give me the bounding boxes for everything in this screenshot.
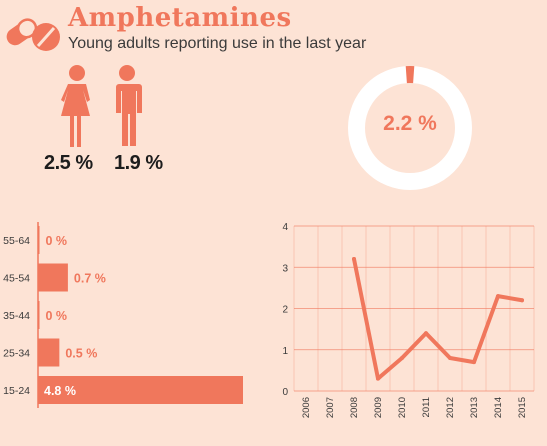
donut-slice-used: [405, 66, 415, 84]
data-point: [520, 298, 524, 303]
data-point: [352, 257, 356, 261]
bar-value-label: 0 %: [46, 234, 68, 248]
donut-center-label: 2.2 %: [383, 112, 437, 135]
data-point: [376, 376, 380, 381]
x-tick-label: 2015: [517, 397, 528, 418]
x-tick-label: 2012: [445, 397, 456, 418]
page-title: Amphetamines: [68, 3, 292, 33]
data-point: [448, 356, 452, 360]
bar: [38, 376, 243, 404]
data-point: [424, 331, 428, 336]
x-tick-label: 2010: [397, 397, 408, 418]
bar: [38, 263, 68, 292]
trend-line-chart: 0 1 2 3 4 2006 2007 2008 2009 2010 2011 2012 2013 201…: [282, 222, 535, 418]
bar: [38, 338, 60, 367]
donut-chart: [348, 66, 472, 190]
age-bar-chart: 55-64 0 % 45-54 0.7 % 35-44 0 % 25-34 0.5 % 15-2…: [3, 222, 243, 408]
bar-value-label: 0.5 %: [65, 347, 97, 361]
series-line: [352, 257, 524, 381]
y-tick-label: 1: [282, 346, 288, 357]
bar: [38, 226, 40, 254]
female-icon: [61, 65, 90, 147]
bar-category-label: 35-44: [3, 310, 30, 322]
data-point: [496, 294, 500, 299]
male-percentage: 1.9 %: [114, 152, 163, 174]
y-tick-label: 0: [282, 387, 288, 398]
x-tick-label: 2011: [421, 397, 432, 417]
pills-icon: [6, 18, 60, 51]
bar-value-label: 4.8 %: [44, 384, 76, 398]
y-tick-label: 2: [282, 305, 288, 316]
y-tick-label: 3: [282, 263, 288, 274]
data-point: [472, 360, 476, 365]
data-point: [400, 356, 404, 360]
bar-category-label: 15-24: [3, 385, 30, 397]
x-tick-label: 2013: [469, 397, 480, 418]
bar: [38, 301, 40, 329]
bar-value-label: 0 %: [46, 309, 68, 323]
bar-category-label: 55-64: [3, 235, 30, 247]
bar-value-label: 0.7 %: [74, 272, 106, 286]
x-tick-label: 2014: [493, 397, 504, 418]
y-tick-label: 4: [282, 222, 288, 233]
female-percentage: 2.5 %: [44, 152, 93, 174]
page-subtitle: Young adults reporting use in the last y…: [68, 35, 367, 52]
x-tick-label: 2008: [349, 397, 360, 418]
male-icon: [115, 65, 142, 146]
bar-category-label: 25-34: [3, 348, 30, 360]
x-tick-label: 2009: [373, 397, 384, 418]
x-tick-label: 2006: [301, 397, 312, 418]
x-tick-label: 2007: [325, 397, 336, 418]
bar-category-label: 45-54: [3, 273, 30, 285]
